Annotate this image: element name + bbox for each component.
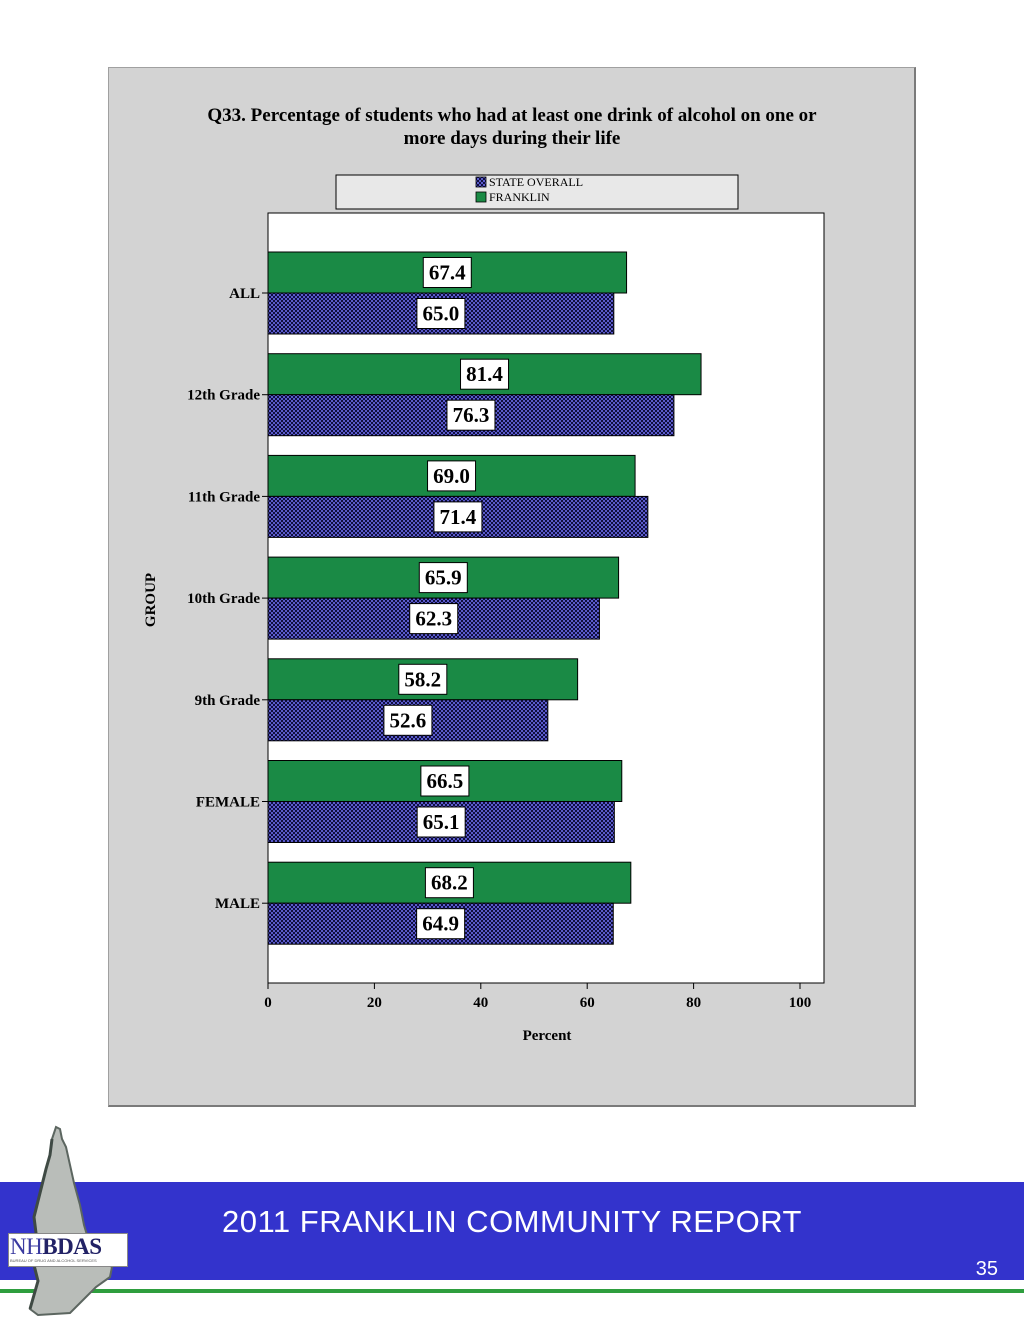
category-label-all: ALL <box>229 286 260 302</box>
legend-label-franklin: FRANKLIN <box>489 190 550 204</box>
data-label-box-franklin-12th-grade <box>460 358 510 390</box>
data-label-box-franklin-all <box>422 257 472 288</box>
chart-panel: Q33. Percentage of students who had at l… <box>108 67 916 1107</box>
data-label-state-overall-female: 65.1 <box>423 810 460 834</box>
data-label-box-state-overall-9th-grade <box>383 704 433 736</box>
data-label-box-state-overall-12th-grade <box>446 399 496 431</box>
data-labels-layer: 67.4 65.0 81.4 76.3 69.0 71.4 65.9 62.3 58.2 52.6… <box>383 257 510 940</box>
category-label-female: FEMALE <box>196 795 260 811</box>
data-label-box-franklin-9th-grade <box>398 663 448 695</box>
data-label-state-overall-all: 65.0 <box>423 302 460 326</box>
data-label-state-overall-male: 64.9 <box>422 912 459 936</box>
x-tick-label-80: 80 <box>686 995 701 1011</box>
data-label-box-state-overall-10th-grade <box>409 603 459 635</box>
x-tick-label-40: 40 <box>473 995 488 1011</box>
nhbdas-logo-text: NHBDAS <box>10 1234 126 1260</box>
x-tick-label-20: 20 <box>367 995 382 1011</box>
data-label-state-overall-11th-grade: 71.4 <box>440 505 477 529</box>
data-label-franklin-female: 66.5 <box>427 769 464 793</box>
legend-swatch-state-overall <box>475 176 487 188</box>
nhbdas-logo <box>8 1233 128 1267</box>
data-label-state-overall-10th-grade: 62.3 <box>415 607 452 631</box>
footer-divider-line <box>0 1289 1024 1293</box>
page-number: 35 <box>975 1258 998 1280</box>
category-labels-layer: ALL 12th Grade 11th Grade 10th Grade 9th Gra… <box>187 286 268 912</box>
data-label-franklin-12th-grade: 81.4 <box>466 362 503 386</box>
logo-text-bdas: BDAS <box>42 1234 102 1259</box>
data-label-box-state-overall-male <box>416 908 466 940</box>
footer-report-title: 2011 FRANKLIN COMMUNITY REPORT <box>221 1204 802 1239</box>
data-label-box-franklin-11th-grade <box>427 460 477 492</box>
category-label-9th-grade: 9th Grade <box>195 693 261 709</box>
category-label-11th-grade: 11th Grade <box>188 489 260 505</box>
x-axis-title: Percent <box>523 1028 572 1044</box>
legend-box <box>335 174 739 210</box>
chart-svg: Q33. Percentage of students who had at l… <box>143 105 825 1044</box>
legend: STATE OVERALL FRANKLIN <box>335 174 739 210</box>
y-axis-title: GROUP <box>143 573 159 627</box>
legend-swatch-franklin <box>475 191 487 203</box>
footer-band <box>0 1182 1024 1280</box>
data-label-franklin-11th-grade: 69.0 <box>433 464 470 488</box>
data-label-box-franklin-male <box>424 867 474 899</box>
category-label-male: MALE <box>215 896 260 912</box>
data-label-state-overall-12th-grade: 76.3 <box>453 403 490 427</box>
data-label-box-franklin-female <box>420 765 470 797</box>
data-label-franklin-male: 68.2 <box>431 871 468 895</box>
nh-state-map-icon <box>28 1125 114 1317</box>
data-label-state-overall-9th-grade: 52.6 <box>390 708 427 732</box>
legend-label-state-overall: STATE OVERALL <box>489 175 583 189</box>
x-tick-label-60: 60 <box>580 995 595 1011</box>
data-label-box-franklin-10th-grade <box>418 562 468 594</box>
x-ticks-layer: 0 20 40 60 80 100 <box>264 983 811 1011</box>
category-label-12th-grade: 12th Grade <box>187 388 260 404</box>
data-label-franklin-10th-grade: 65.9 <box>425 566 462 590</box>
chart-title-line-2: more days during their life <box>404 128 621 149</box>
logo-text-nh: NH <box>10 1234 43 1259</box>
data-label-franklin-9th-grade: 58.2 <box>404 667 441 691</box>
data-label-box-state-overall-all <box>416 298 466 329</box>
data-label-box-state-overall-11th-grade <box>433 501 483 533</box>
data-label-franklin-all: 67.4 <box>429 261 466 285</box>
nhbdas-logo-subtitle: BUREAU OF DRUG AND ALCOHOL SERVICES <box>10 1258 97 1263</box>
chart-title-line-1: Q33. Percentage of students who had at l… <box>207 105 817 126</box>
x-tick-label-0: 0 <box>264 995 272 1011</box>
x-tick-label-100: 100 <box>789 995 812 1011</box>
data-label-box-state-overall-female <box>416 806 466 838</box>
category-label-10th-grade: 10th Grade <box>187 591 260 607</box>
